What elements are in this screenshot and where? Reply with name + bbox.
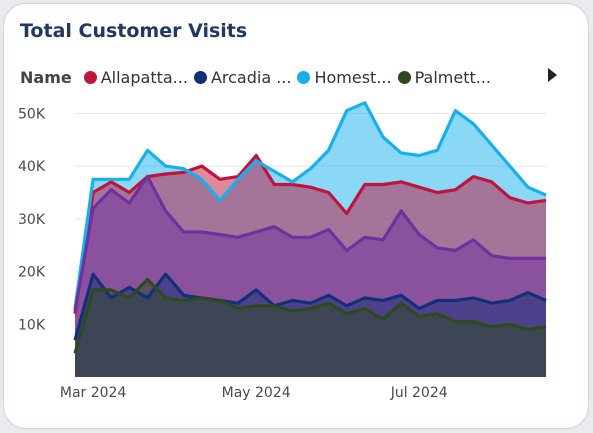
area-chart: 10K 20K 30K 40K 50K Mar 2024 May 2024 Jul 2024: [18, 101, 547, 401]
series-line[interactable]: [73, 277, 547, 354]
visual-card[interactable]: Total Customer Visits Name Allapatta... …: [4, 4, 588, 428]
legend-dot-icon: [297, 70, 311, 84]
legend-label: Homest...: [314, 67, 392, 87]
legend-dot-icon: [397, 70, 411, 84]
series-line[interactable]: [73, 175, 546, 312]
y-tick-label: 30K: [18, 212, 46, 228]
legend-dot-icon: [193, 70, 207, 84]
legend-label: Arcadia ...: [210, 67, 292, 87]
series-line[interactable]: [73, 272, 547, 341]
series-line[interactable]: [73, 101, 547, 309]
y-tick-label: 20K: [18, 265, 46, 281]
series-line[interactable]: [73, 153, 547, 314]
legend-title: Name: [20, 67, 72, 87]
series-lines: [73, 101, 547, 354]
visual-title: Total Customer Visits: [20, 20, 248, 42]
x-tick-label: Jul 2024: [390, 385, 448, 401]
legend: Name Allapatta... Arcadia ... Homest... …: [20, 66, 497, 88]
legend-item-arcadia[interactable]: Arcadia ...: [193, 67, 292, 87]
legend-item-homestead[interactable]: Homest...: [297, 67, 392, 87]
series-area[interactable]: [75, 279, 546, 378]
y-axis: 10K 20K 30K 40K 50K: [18, 106, 46, 333]
y-tick-label: 50K: [18, 106, 46, 122]
legend-label: Allapatta...: [100, 67, 188, 87]
y-tick-label: 40K: [18, 159, 46, 175]
legend-dot-icon: [83, 70, 97, 84]
x-axis: Mar 2024 May 2024 Jul 2024: [60, 385, 448, 401]
legend-label: Palmett...: [414, 67, 492, 87]
y-tick-label: 10K: [18, 317, 46, 333]
legend-item-allapattah[interactable]: Allapatta...: [83, 67, 188, 87]
x-tick-label: May 2024: [222, 385, 291, 401]
x-tick-label: Mar 2024: [60, 385, 127, 401]
legend-item-palmetto[interactable]: Palmett...: [397, 67, 492, 87]
legend-next-arrow-icon[interactable]: [548, 68, 557, 82]
